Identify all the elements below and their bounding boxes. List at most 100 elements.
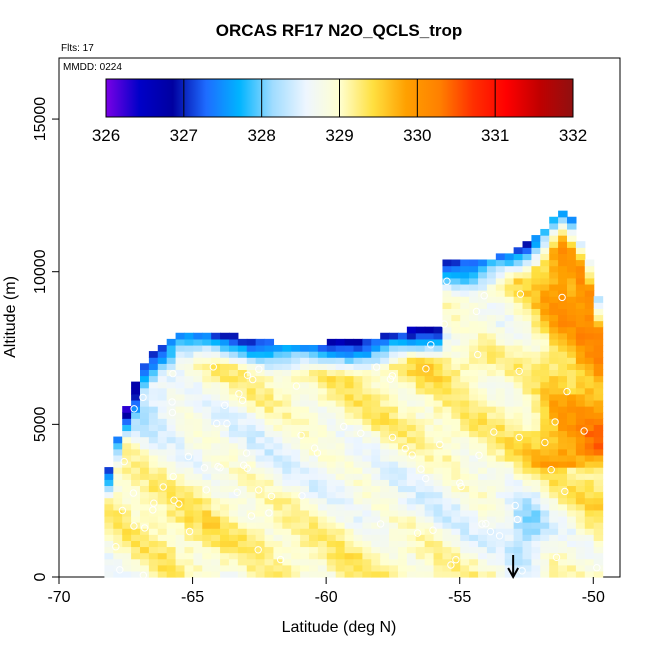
heatmap-cell [371, 351, 381, 358]
observation-point [116, 566, 124, 574]
heatmap-cell [415, 473, 426, 480]
heatmap-cell [113, 540, 123, 548]
heatmap-cell [309, 540, 319, 548]
heatmap-cell [184, 412, 194, 419]
heatmap-cell [309, 436, 319, 444]
heatmap-cell [113, 509, 123, 517]
heatmap-cell [335, 515, 346, 523]
heatmap-cell [380, 399, 390, 407]
heatmap-cell [567, 479, 577, 487]
heatmap-cell [584, 381, 595, 389]
heatmap-cell [549, 320, 559, 328]
heatmap-cell [237, 442, 248, 450]
heatmap-cell [406, 369, 417, 377]
heatmap-cell [442, 302, 452, 309]
heatmap-cell [202, 424, 212, 432]
heatmap-cell [397, 412, 408, 419]
heatmap-cell [380, 387, 390, 395]
heatmap-cell [353, 485, 363, 493]
heatmap-cell [504, 259, 515, 267]
heatmap-cell [558, 509, 568, 517]
heatmap-cell [237, 430, 248, 438]
heatmap-cell [575, 381, 586, 389]
heatmap-cell [353, 412, 363, 419]
heatmap-cell [540, 314, 550, 322]
heatmap-cell [584, 436, 595, 444]
heatmap-cell [575, 540, 586, 548]
heatmap-cell [300, 430, 310, 438]
heatmap-cell [220, 351, 230, 358]
heatmap-cell [442, 296, 452, 303]
heatmap-cell [558, 558, 568, 566]
heatmap-cell [291, 552, 301, 560]
heatmap-cell [228, 454, 239, 462]
heatmap-cell [575, 570, 586, 578]
heatmap-cell [300, 564, 310, 572]
heatmap-cell [584, 271, 595, 279]
heatmap-cell [166, 351, 177, 358]
heatmap-cell [362, 558, 372, 566]
heatmap-cell [211, 436, 221, 444]
heatmap-cell [371, 564, 381, 572]
heatmap-cell [246, 418, 257, 425]
heatmap-cell [442, 528, 452, 535]
heatmap-cell [193, 399, 203, 407]
heatmap-cell [380, 534, 390, 541]
heatmap-cell [522, 308, 533, 316]
heatmap-cell [113, 515, 123, 523]
heatmap-cell [291, 448, 301, 456]
heatmap-cell [220, 479, 230, 487]
heatmap-cell [415, 375, 426, 383]
heatmap-cell [442, 564, 452, 572]
heatmap-cell [486, 332, 497, 340]
heatmap-cell [389, 540, 399, 548]
heatmap-cell [460, 424, 470, 432]
heatmap-cell [291, 460, 301, 468]
heatmap-cell [593, 558, 604, 566]
heatmap-cell [575, 454, 586, 462]
heatmap-cell [495, 418, 506, 425]
heatmap-cell [175, 528, 186, 535]
heatmap-cell [540, 228, 550, 236]
heatmap-cell [148, 442, 159, 450]
heatmap-cell [549, 515, 559, 523]
heatmap-cell [309, 369, 319, 377]
heatmap-cell [157, 357, 168, 364]
heatmap-cell [309, 424, 319, 432]
heatmap-cell [148, 558, 159, 566]
heatmap-cell [531, 522, 541, 529]
heatmap-cell [300, 454, 310, 462]
heatmap-cell [415, 430, 426, 438]
heatmap-cell [326, 399, 337, 407]
heatmap-cell [371, 338, 381, 346]
heatmap-cell [255, 430, 266, 438]
heatmap-cell [575, 552, 586, 560]
heatmap-cell [397, 448, 408, 456]
heatmap-cell [166, 436, 177, 444]
heatmap-cell [531, 424, 541, 432]
heatmap-cell [584, 308, 595, 316]
heatmap-cell [140, 552, 150, 560]
heatmap-cell [246, 338, 257, 346]
heatmap-cell [193, 406, 203, 413]
heatmap-cell [486, 271, 497, 279]
heatmap-cell [593, 332, 604, 340]
heatmap-cell [415, 467, 426, 474]
heatmap-cell [531, 552, 541, 560]
heatmap-cell [389, 418, 399, 425]
heatmap-cell [522, 283, 533, 291]
heatmap-cell [415, 326, 426, 334]
heatmap-cell [442, 534, 452, 541]
heatmap-cell [406, 442, 417, 450]
heatmap-cell [317, 418, 328, 425]
heatmap-cell [549, 546, 559, 554]
heatmap-cell [469, 351, 479, 358]
heatmap-cell [148, 491, 159, 499]
heatmap-cell [282, 570, 292, 578]
heatmap-cell [326, 381, 337, 389]
heatmap-cell [424, 399, 435, 407]
heatmap-cell [300, 424, 310, 432]
heatmap-cell [353, 436, 363, 444]
heatmap-cell [531, 479, 541, 487]
heatmap-cell [104, 558, 114, 566]
